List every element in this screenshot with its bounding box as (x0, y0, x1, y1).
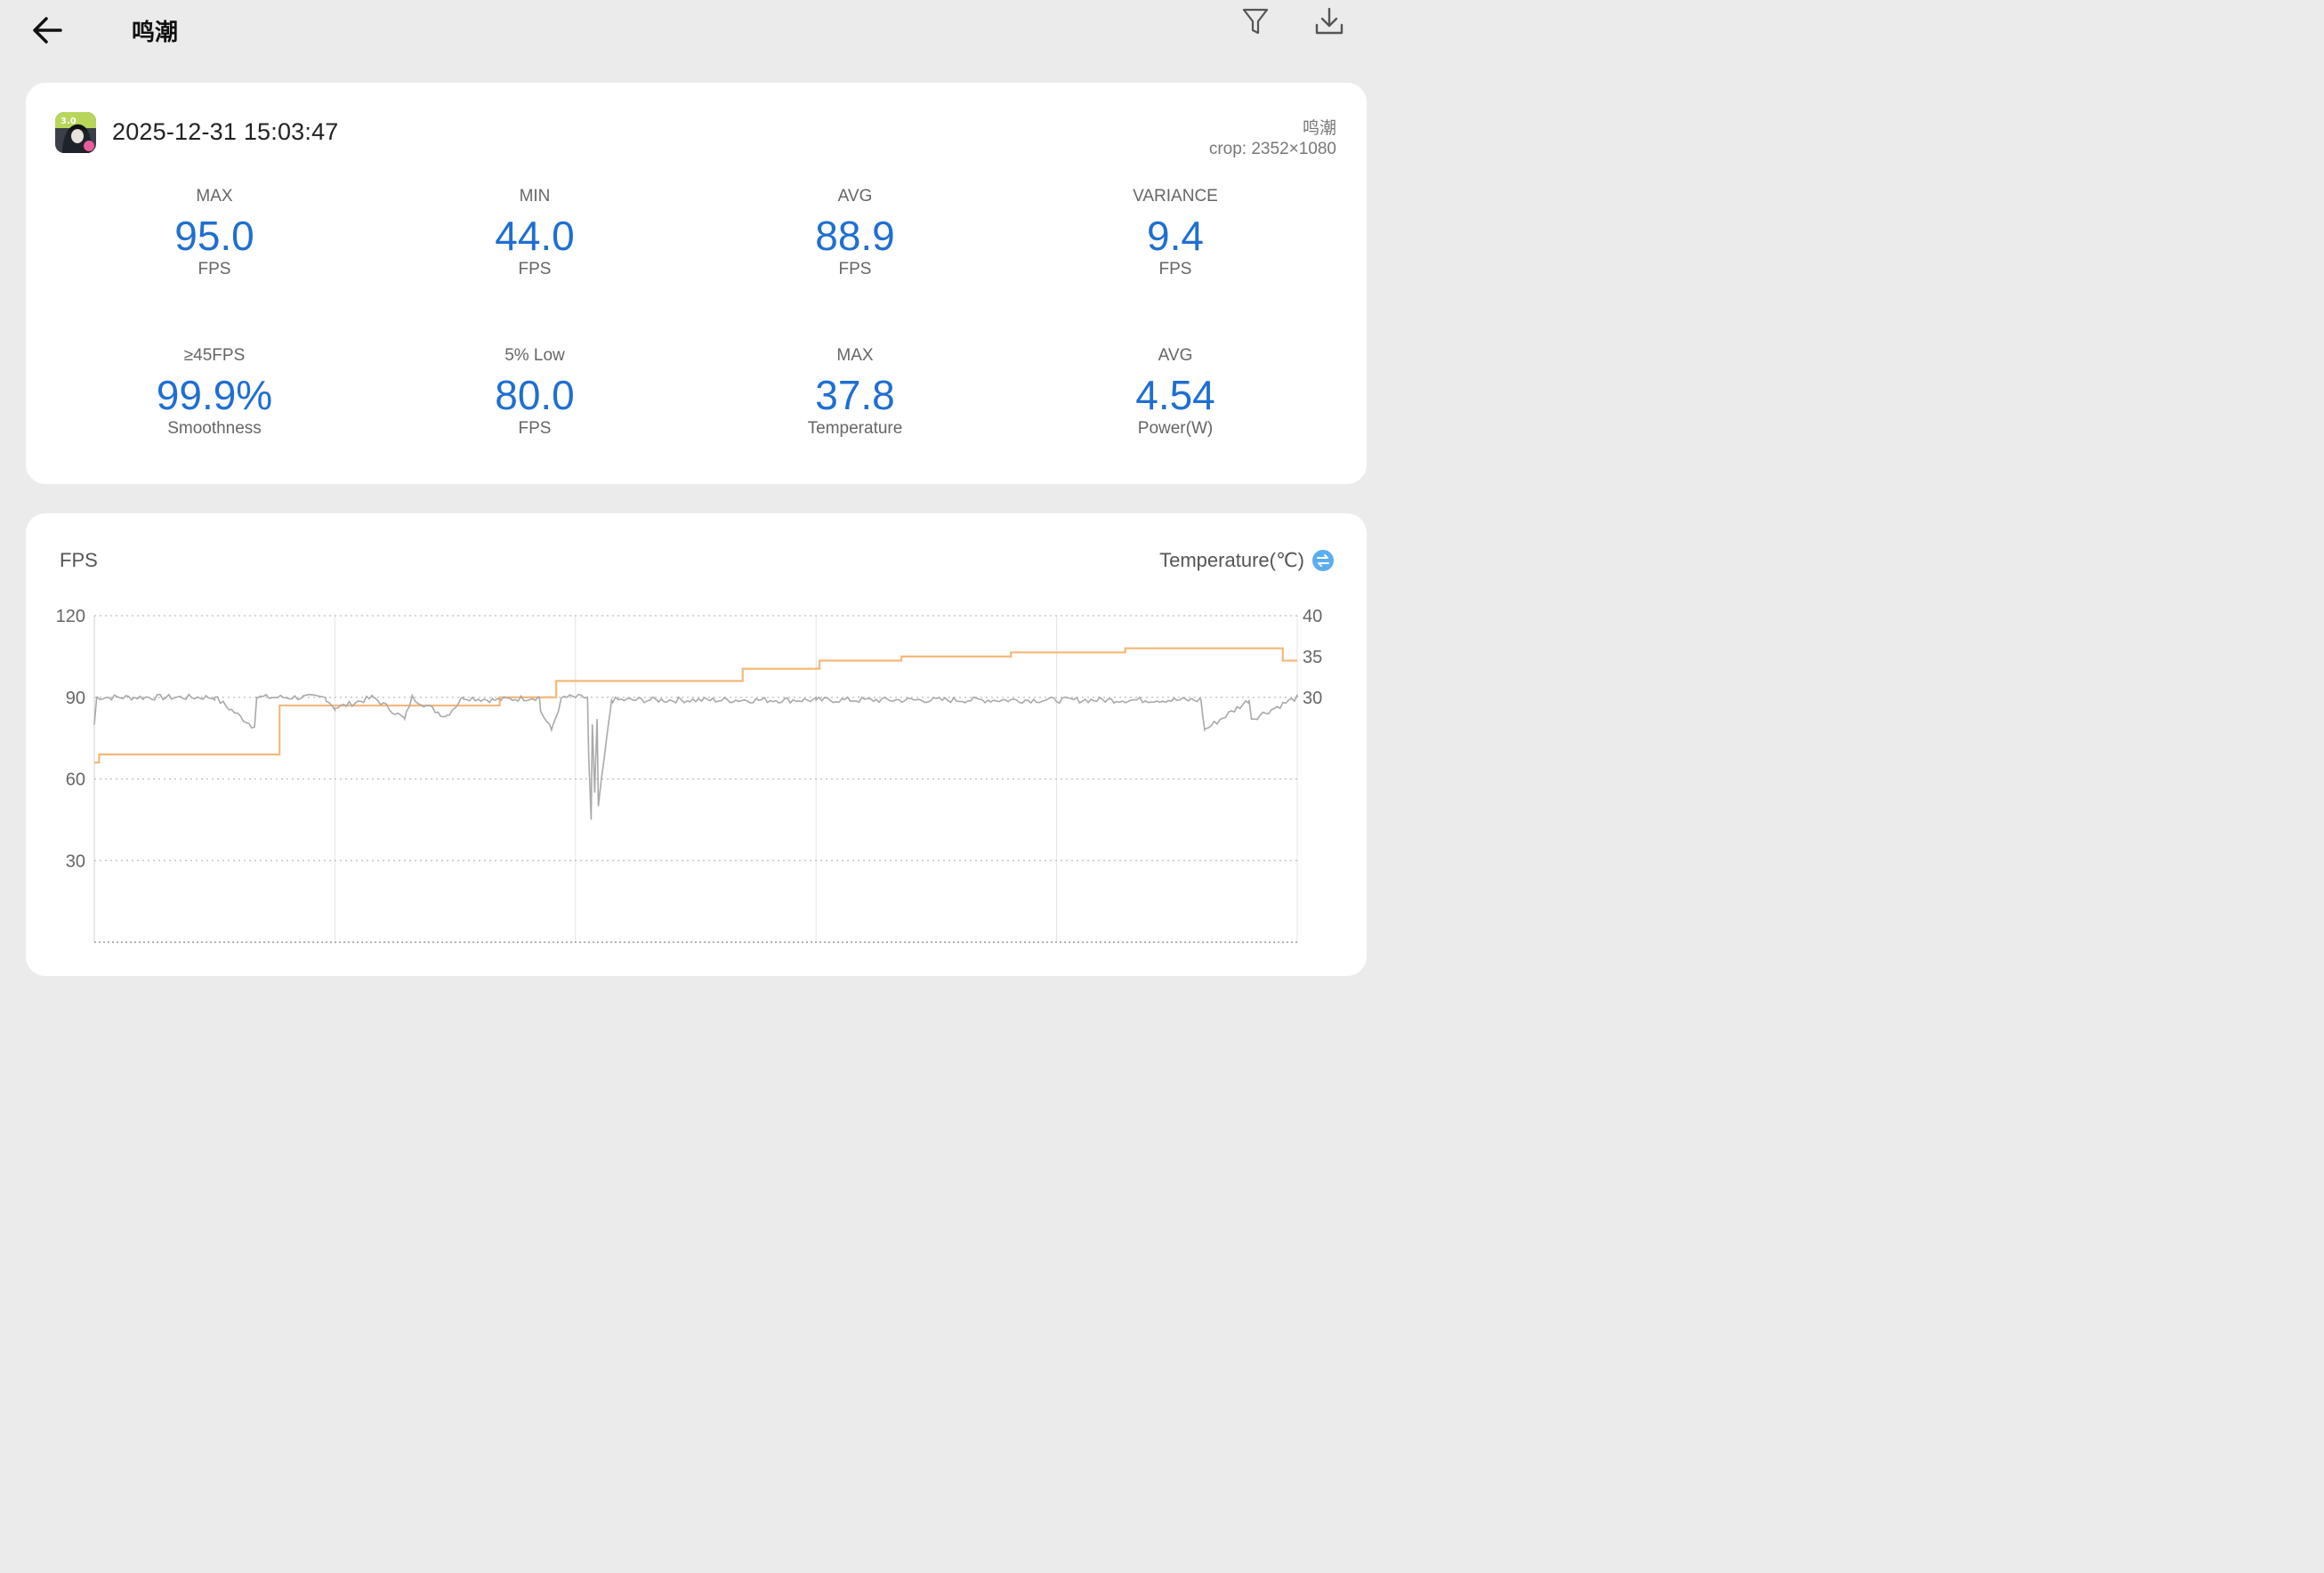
stat-max-temperature: MAX 37.8 Temperature (722, 345, 989, 440)
stat-value: 80.0 (495, 372, 575, 418)
filter-icon[interactable] (1240, 5, 1271, 37)
stat-value: 4.54 (1135, 372, 1215, 418)
stat-label: MAX (836, 346, 874, 365)
stat-value: 95.0 (174, 213, 254, 259)
stat-value: 99.9% (156, 372, 273, 418)
svg-text:3.0: 3.0 (61, 117, 77, 126)
arrow-left-icon[interactable] (30, 12, 66, 48)
stat-avg-fps: AVG 88.9 FPS (722, 186, 989, 280)
right-axis-tick-label: 35 (1303, 648, 1322, 667)
stat-unit: Power(W) (1137, 419, 1214, 438)
right-axis-tick-label: 30 (1303, 689, 1322, 708)
stat-unit: FPS (1158, 260, 1192, 278)
fps-series-line (93, 693, 1298, 820)
stat-label: MIN (519, 187, 551, 206)
stat-unit: Smoothness (167, 419, 262, 438)
stat-5pct-low: 5% Low 80.0 FPS (401, 345, 668, 440)
stat-label: ≥45FPS (183, 346, 246, 365)
stat-label: MAX (196, 187, 233, 206)
stat-unit: FPS (198, 260, 231, 278)
stat-label: VARIANCE (1133, 187, 1218, 206)
chart-left-axis-title: FPS (60, 549, 98, 571)
crop-info: crop: 2352×1080 (1208, 140, 1336, 158)
left-axis-tick-label: 90 (66, 689, 85, 708)
stat-label: AVG (837, 187, 873, 206)
download-icon[interactable] (1313, 5, 1345, 37)
temperature-series-line (94, 647, 1297, 764)
stat-variance: VARIANCE 9.4 FPS (1042, 186, 1309, 280)
chart-right-axis-title: Temperature(℃) (1159, 549, 1304, 571)
swap-icon[interactable] (1311, 549, 1335, 572)
stat-min-fps: MIN 44.0 FPS (401, 186, 668, 280)
stat-value: 44.0 (495, 213, 575, 259)
summary-card: 3.0 2025-12-31 15:03:47 鸣潮 crop: 2352×10… (26, 83, 1367, 484)
page-title: 鸣潮 (132, 19, 179, 45)
fps-temperature-chart: 120 90 60 30 40 35 30 (56, 607, 1322, 943)
right-axis-tick-label: 40 (1303, 607, 1322, 626)
left-axis-tick-label: 120 (56, 607, 85, 626)
stat-max-fps: MAX 95.0 FPS (81, 186, 348, 280)
stat-unit: Temperature (807, 419, 903, 438)
left-axis-tick-label: 60 (66, 770, 85, 790)
app-icon: 3.0 (55, 112, 96, 153)
stat-value: 37.8 (815, 372, 895, 418)
left-axis-tick-label: 30 (66, 851, 85, 871)
top-bar: 鸣潮 (0, 0, 1395, 62)
stat-unit: FPS (518, 260, 552, 278)
stat-unit: FPS (518, 419, 552, 438)
stat-label: AVG (1158, 346, 1193, 365)
chart-card: FPS Temperature(℃) 120 90 60 30 40 35 30 (26, 513, 1367, 976)
session-datetime: 2025-12-31 15:03:47 (112, 118, 339, 145)
stat-value: 9.4 (1147, 213, 1204, 259)
stat-avg-power: AVG 4.54 Power(W) (1042, 345, 1309, 440)
stat-unit: FPS (838, 260, 872, 278)
stat-smoothness: ≥45FPS 99.9% Smoothness (81, 345, 348, 440)
stat-value: 88.9 (815, 213, 895, 259)
stat-label: 5% Low (504, 346, 565, 365)
app-name-label: 鸣潮 (1302, 119, 1336, 138)
